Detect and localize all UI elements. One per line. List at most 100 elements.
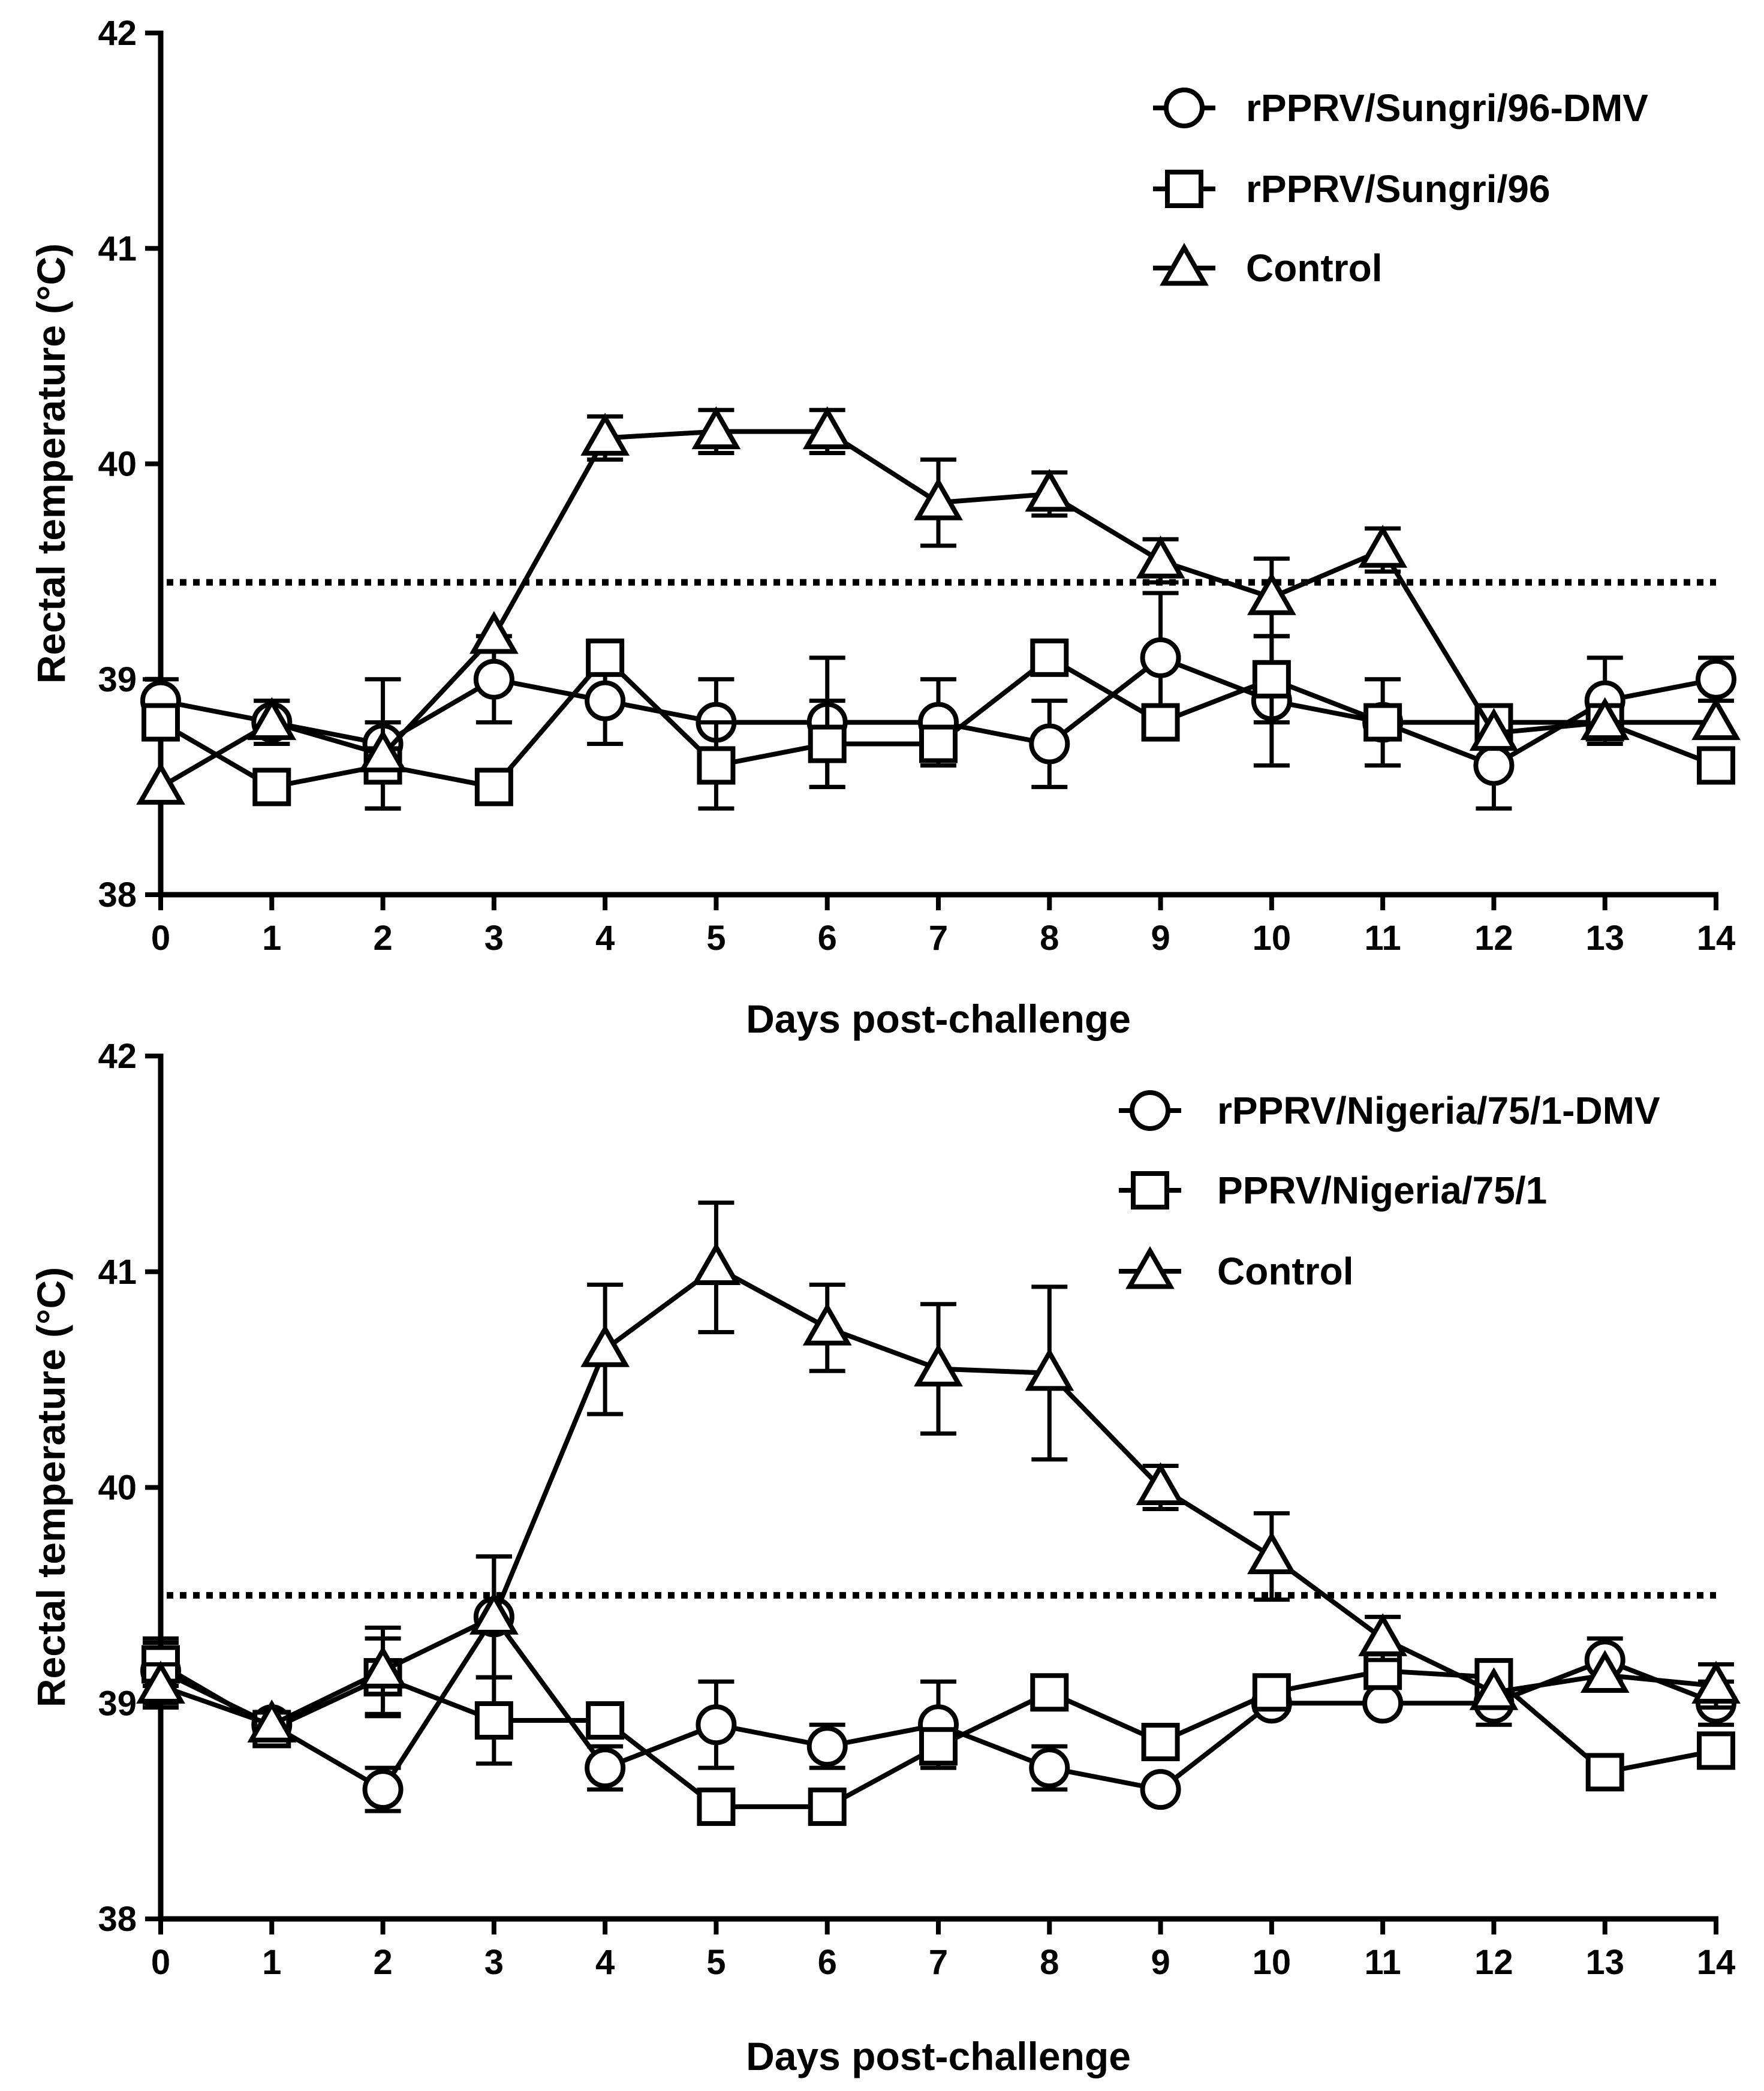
legend-triangle-icon — [1160, 242, 1209, 286]
legend-label: Control — [1217, 1250, 1354, 1293]
x-tick-label: 8 — [1040, 1943, 1059, 1982]
x-tick-label: 2 — [373, 919, 392, 958]
series-triangle — [136, 406, 1741, 805]
data-point-square — [1030, 1673, 1069, 1712]
legend-label: rPPRV/Sungri/96 — [1246, 167, 1550, 210]
data-point-triangle — [1469, 1667, 1519, 1710]
series-triangle — [136, 1201, 1741, 1743]
x-tick-label: 7 — [929, 1943, 948, 1982]
y-tick-label: 41 — [98, 229, 137, 268]
data-point-square — [808, 724, 847, 763]
x-tick-label: 12 — [1474, 1943, 1513, 1982]
data-point-triangle — [1136, 1462, 1185, 1505]
legend-circle-icon — [1164, 88, 1205, 128]
y-tick-label: 40 — [98, 1469, 137, 1508]
data-point-circle — [1140, 1769, 1181, 1810]
data-point-circle — [362, 1769, 404, 1810]
data-point-square — [1030, 638, 1069, 677]
x-tick-label: 9 — [1151, 1943, 1170, 1982]
x-tick-label: 7 — [929, 919, 948, 958]
data-point-square — [919, 1727, 958, 1766]
data-point-square — [252, 768, 291, 807]
y-tick-label: 42 — [98, 14, 137, 53]
data-point-triangle — [136, 762, 185, 805]
data-point-square — [142, 703, 180, 742]
data-point-triangle — [247, 697, 297, 741]
y-tick-label: 38 — [98, 1900, 137, 1939]
y-tick-label: 42 — [98, 1037, 137, 1076]
data-point-triangle — [1580, 697, 1630, 741]
legend-triangle-icon — [1125, 1245, 1175, 1289]
y-axis-title: Rectal temperature (°C) — [29, 1267, 73, 1707]
x-tick-label: 13 — [1585, 919, 1624, 958]
data-point-triangle — [691, 406, 741, 450]
x-tick-label: 5 — [706, 919, 726, 958]
x-tick-label: 4 — [595, 919, 615, 958]
data-point-circle — [1140, 637, 1181, 678]
data-point-triangle — [1358, 525, 1408, 568]
x-tick-label: 12 — [1474, 919, 1513, 958]
x-tick-label: 10 — [1253, 919, 1292, 958]
data-point-circle — [1362, 1683, 1404, 1724]
data-point-triangle — [691, 1242, 741, 1286]
legend: rPPRV/Sungri/96-DMV rPPRV/Sungri/96 Contro… — [1153, 86, 1648, 290]
data-point-square — [1697, 1731, 1735, 1770]
data-point-square — [474, 1701, 513, 1740]
y-tick-label: 38 — [98, 875, 137, 914]
x-tick-label: 10 — [1253, 1943, 1292, 1982]
x-tick-label: 0 — [151, 919, 170, 958]
data-point-triangle — [1691, 1660, 1741, 1704]
x-tick-label: 9 — [1151, 919, 1170, 958]
legend-circle-icon — [1130, 1090, 1170, 1131]
data-point-triangle — [358, 1645, 408, 1689]
data-point-triangle — [136, 1660, 185, 1704]
data-point-circle — [1473, 745, 1515, 786]
legend-square-icon — [1165, 170, 1203, 208]
legend-square-icon — [1131, 1171, 1169, 1210]
data-point-circle — [585, 1747, 626, 1789]
x-tick-label: 14 — [1697, 919, 1736, 958]
x-tick-label: 4 — [595, 1943, 615, 1982]
x-tick-label: 6 — [818, 919, 837, 958]
data-point-triangle — [1025, 1347, 1074, 1391]
data-point-triangle — [1691, 697, 1741, 741]
x-tick-label: 3 — [484, 1943, 504, 1982]
data-point-triangle — [469, 1591, 519, 1635]
data-point-square — [919, 724, 958, 763]
y-tick-label: 40 — [98, 445, 137, 484]
data-point-triangle — [1247, 1531, 1296, 1575]
data-point-triangle — [1358, 1613, 1408, 1656]
data-point-square — [474, 768, 513, 807]
x-tick-label: 11 — [1364, 1943, 1401, 1982]
x-tick-label: 3 — [484, 919, 504, 958]
x-tick-label: 1 — [262, 1943, 281, 1982]
data-point-circle — [806, 1726, 848, 1767]
data-point-triangle — [580, 413, 630, 456]
data-point-circle — [696, 1704, 737, 1746]
data-point-square — [1697, 746, 1735, 785]
y-tick-label: 41 — [98, 1253, 137, 1292]
data-point-square — [697, 746, 736, 785]
data-point-triangle — [469, 610, 519, 654]
x-tick-label: 13 — [1585, 1943, 1624, 1982]
legend-label: PPRV/Nigeria/75/1 — [1217, 1169, 1547, 1212]
data-point-circle — [473, 658, 514, 700]
y-tick-label: 39 — [98, 1684, 137, 1723]
data-point-triangle — [802, 406, 852, 450]
data-point-triangle — [1025, 468, 1074, 512]
y-tick-label: 39 — [98, 660, 137, 699]
data-point-square — [1141, 1723, 1180, 1762]
x-tick-label: 0 — [151, 1943, 170, 1982]
data-point-triangle — [1247, 572, 1296, 615]
data-point-circle — [1029, 723, 1070, 765]
x-axis-title: Days post-challenge — [746, 2034, 1131, 2078]
data-point-square — [1585, 1753, 1624, 1792]
x-tick-label: 6 — [818, 1943, 837, 1982]
data-point-triangle — [247, 1699, 297, 1743]
x-tick-label: 11 — [1364, 919, 1401, 958]
data-point-square — [1252, 1673, 1291, 1712]
data-point-square — [1141, 703, 1180, 742]
